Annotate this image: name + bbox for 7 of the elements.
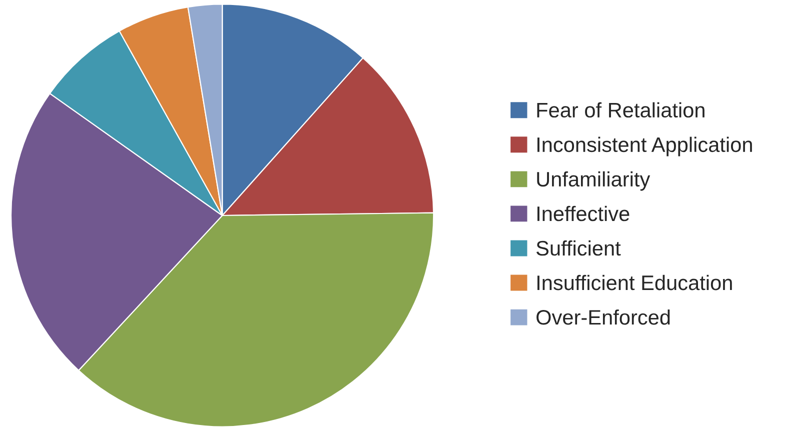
- legend-label: Unfamiliarity: [537, 171, 650, 191]
- legend-label: Fear of Retaliation: [537, 102, 704, 118]
- legend-label: Ineffective: [537, 206, 630, 222]
- legend-label: Over-Enforced: [536, 309, 670, 325]
- legend-label: Inconsistent Application: [537, 136, 752, 156]
- legend-label: Insufficient Education: [537, 274, 732, 290]
- legend-label: Sufficient: [536, 240, 621, 256]
